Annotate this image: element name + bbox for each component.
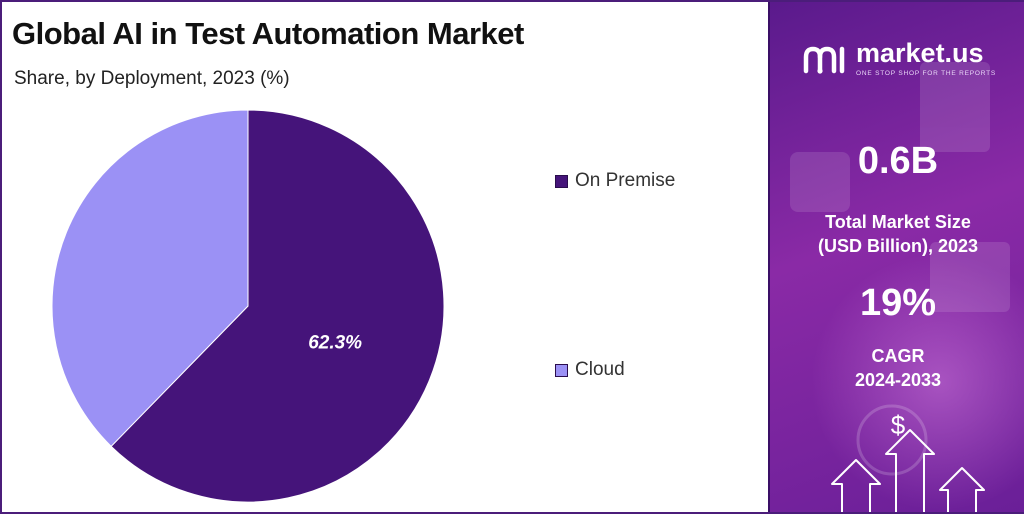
- pie-slice-cloud: [51, 109, 249, 448]
- cagr-label-line2: 2024-2033: [854, 370, 942, 391]
- cagr-label: CAGR 2024-2033: [770, 344, 1024, 393]
- market-size-value: 0.6B: [857, 140, 939, 182]
- chart-title: Global AI in Test Automation Market: [12, 16, 524, 51]
- cagr-value: 19%: [859, 282, 937, 324]
- chart-subtitle: Share, by Deployment, 2023 (%): [14, 68, 290, 89]
- cagr-label-line1: CAGR: [871, 346, 925, 366]
- legend-label-on-premise: On Premise: [575, 170, 676, 191]
- brand-name: market.us: [856, 38, 984, 68]
- data-label-on-premise: 62.3%: [308, 332, 362, 353]
- chart-panel: Global AI in Test Automation Market Shar…: [2, 2, 766, 512]
- brand-tagline: ONE STOP SHOP FOR THE REPORTS: [856, 70, 996, 77]
- growth-arrows-icon: [831, 429, 985, 512]
- pie-labels: 62.3%: [308, 332, 362, 353]
- market-us-logo-icon: [803, 46, 845, 74]
- stats-sidebar: market.us ONE STOP SHOP FOR THE REPORTS …: [768, 2, 1024, 512]
- market-size-label-line1: Total Market Size: [825, 212, 971, 232]
- dollar-icon: $: [890, 410, 906, 440]
- legend-label-cloud: Cloud: [575, 359, 625, 380]
- brand-logo: market.us ONE STOP SHOP FOR THE REPORTS: [802, 40, 996, 77]
- legend-swatch-on-premise: [555, 174, 568, 188]
- market-size-label: Total Market Size (USD Billion), 2023: [770, 210, 1024, 259]
- legend-item-on-premise: On Premise: [555, 170, 675, 192]
- background-decoration: [790, 62, 1010, 512]
- market-size-label-line2: (USD Billion), 2023: [817, 236, 979, 257]
- pie-slice-on-premise: [110, 109, 445, 503]
- pie-chart: 62.3%: [51, 109, 445, 503]
- pie-slices: [51, 109, 445, 503]
- background-glow: [810, 252, 1024, 512]
- legend-swatch-cloud: [555, 363, 568, 377]
- legend-item-cloud: Cloud: [555, 359, 625, 381]
